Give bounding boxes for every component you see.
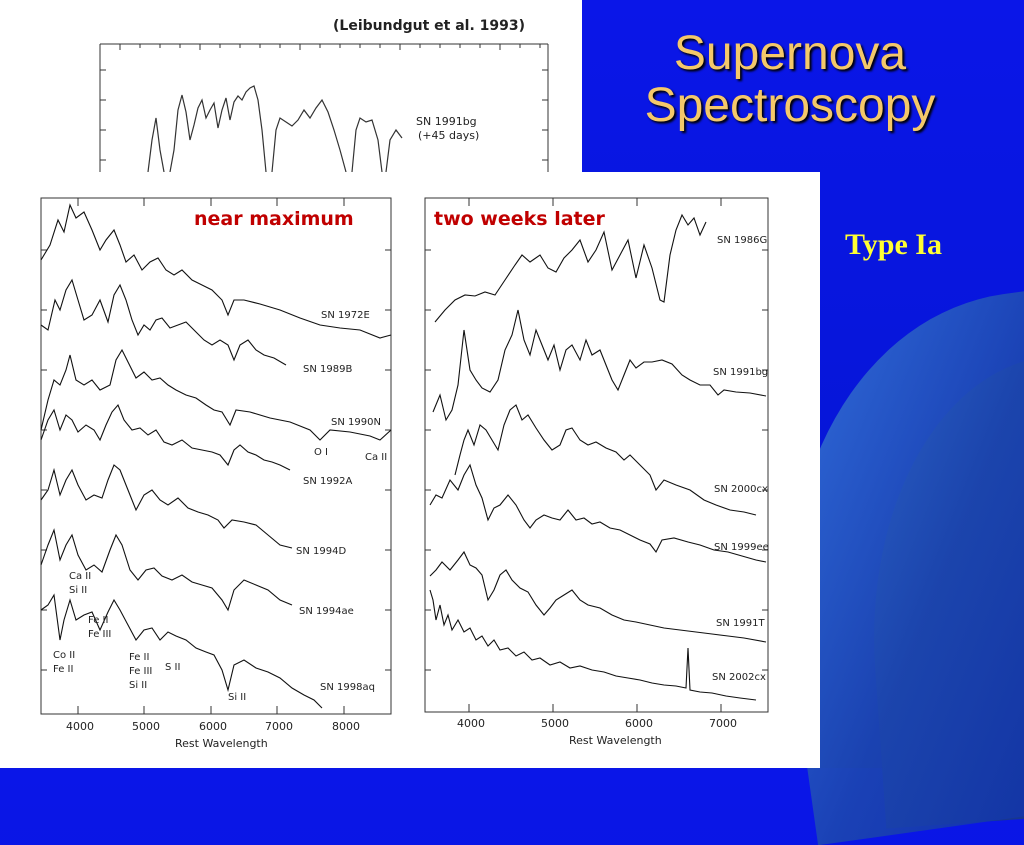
right-tick-5000: 5000 xyxy=(541,717,569,730)
spectrum-sn1994ae xyxy=(40,528,293,612)
line-fe-2: Fe III xyxy=(88,629,111,640)
label-sn1989b: SN 1989B xyxy=(303,364,352,375)
label-sn1992a: SN 1992A xyxy=(303,476,352,487)
spectrum-sn1991t xyxy=(429,550,767,643)
slide-title: Supernova Spectroscopy xyxy=(585,28,995,132)
left-tick-5000: 5000 xyxy=(132,720,160,733)
line-oi: O I xyxy=(314,447,328,458)
left-panel-frame xyxy=(40,197,392,715)
left-spectrum-labels: SN 1972E SN 1989B SN 1990N SN 1992A SN 1… xyxy=(296,310,381,693)
right-tick-4000: 4000 xyxy=(457,717,485,730)
spectrum-sn2000cx xyxy=(454,404,757,516)
spectrum-sn1999ee xyxy=(429,463,767,563)
right-tick-7000: 7000 xyxy=(709,717,737,730)
left-heading: near maximum xyxy=(194,208,354,230)
left-spectra xyxy=(40,203,392,709)
right-spectrum-labels: SN 1986G SN 1991bg SN 2000cx SN 1999ee S… xyxy=(712,235,769,683)
spectrum-sn1992a xyxy=(40,403,291,471)
title-line-2: Spectroscopy xyxy=(644,79,936,132)
top-figure-frame xyxy=(99,43,549,172)
label-sn1990n: SN 1990N xyxy=(331,417,381,428)
spectrum-sn1986g xyxy=(434,213,707,323)
left-panel: near maximum 4000 5000 6000 7000 8000 Re… xyxy=(40,197,392,750)
right-panel: two weeks later 4000 5000 6000 7000 Rest… xyxy=(424,197,769,747)
line-co-1: Co II xyxy=(53,650,75,661)
line-sii-1: Si II xyxy=(69,585,87,596)
left-xlabel: Rest Wavelength xyxy=(175,737,268,750)
line-fe3-1: Fe II xyxy=(129,652,149,663)
line-fe3-3: Si II xyxy=(129,680,147,691)
left-tick-6000: 6000 xyxy=(199,720,227,733)
label-sn2002cx: SN 2002cx xyxy=(712,672,766,683)
top-figure-ticks xyxy=(100,44,548,161)
spectrum-sn1990n xyxy=(40,348,392,441)
label-sn2000cx: SN 2000cx xyxy=(714,484,768,495)
top-figure: (Leibundgut et al. 1993) SN 1991bg (+45 … xyxy=(0,0,582,173)
label-sn1991bg: SN 1991bg xyxy=(713,367,768,378)
right-tick-labels: 4000 5000 6000 7000 xyxy=(457,717,737,730)
left-tick-7000: 7000 xyxy=(265,720,293,733)
label-sn1991t: SN 1991T xyxy=(716,618,765,629)
label-sn1986g: SN 1986G xyxy=(717,235,767,246)
spectrum-sn1994d xyxy=(40,464,293,549)
top-label-1: SN 1991bg xyxy=(416,115,477,128)
label-sn1994d: SN 1994D xyxy=(296,546,346,557)
left-axis-ticks xyxy=(41,198,391,714)
spectrum-sn1991bg xyxy=(432,309,767,422)
main-figure: near maximum 4000 5000 6000 7000 8000 Re… xyxy=(0,172,820,768)
line-sii-bottom: Si II xyxy=(228,692,246,703)
right-xlabel: Rest Wavelength xyxy=(569,734,662,747)
left-tick-4000: 4000 xyxy=(66,720,94,733)
citation-text: (Leibundgut et al. 1993) xyxy=(333,18,525,34)
line-caii-1: Ca II xyxy=(69,571,91,582)
line-co-2: Fe II xyxy=(53,664,73,675)
line-sii-mid: S II xyxy=(165,662,180,673)
sn1991bg-spectrum xyxy=(147,85,403,173)
label-sn1999ee: SN 1999ee xyxy=(714,542,769,553)
line-fe3-2: Fe III xyxy=(129,666,152,677)
left-line-labels: O I Ca II Ca II Si II Fe II Fe III Co II… xyxy=(53,447,387,703)
spectrum-sn1989b xyxy=(40,278,287,366)
top-label-2: (+45 days) xyxy=(418,129,479,142)
left-tick-labels: 4000 5000 6000 7000 8000 xyxy=(66,720,360,733)
spectrum-sn1998aq xyxy=(40,593,323,709)
right-tick-6000: 6000 xyxy=(625,717,653,730)
label-sn1972e: SN 1972E xyxy=(321,310,370,321)
right-axis-ticks xyxy=(425,198,768,712)
spectrum-sn2002cx xyxy=(429,589,757,701)
slide-subtitle: Type Ia xyxy=(845,228,942,261)
right-heading: two weeks later xyxy=(434,208,605,230)
right-panel-frame xyxy=(424,197,769,713)
right-spectra xyxy=(429,213,767,701)
line-fe-1: Fe II xyxy=(88,615,108,626)
label-sn1994ae: SN 1994ae xyxy=(299,606,354,617)
title-line-1: Supernova xyxy=(673,27,907,80)
label-sn1998aq: SN 1998aq xyxy=(320,682,375,693)
left-tick-8000: 8000 xyxy=(332,720,360,733)
line-caii-right: Ca II xyxy=(365,452,387,463)
spectrum-sn1972e xyxy=(40,203,392,339)
